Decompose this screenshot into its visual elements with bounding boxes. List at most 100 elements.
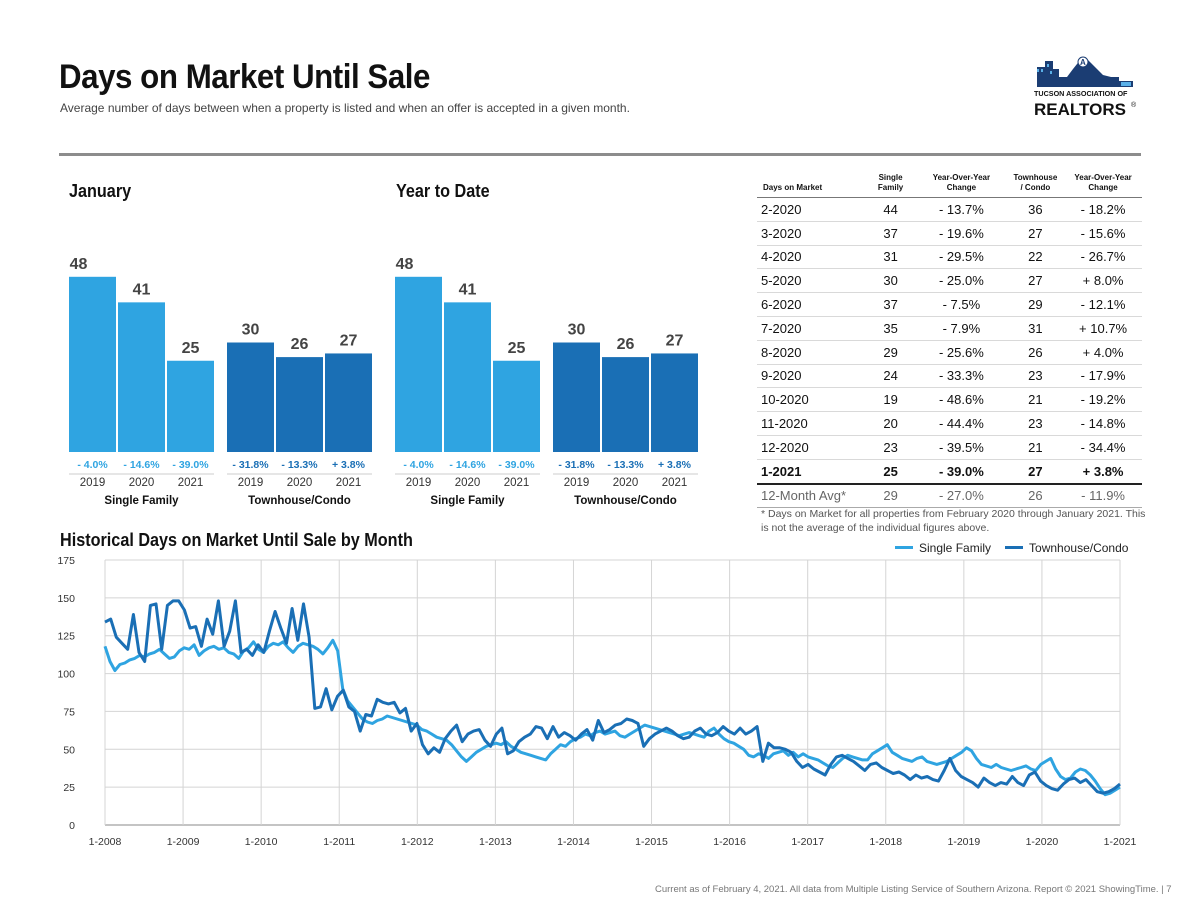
legend-label: Single Family xyxy=(919,540,992,555)
table-cell: 5-2020 xyxy=(757,268,865,294)
bar-value-label: 25 xyxy=(182,340,200,357)
table-cell: - 25.0% xyxy=(916,268,1007,294)
table-cell: - 39.0% xyxy=(916,459,1007,485)
table-cell: 6-2020 xyxy=(757,292,865,317)
historical-line-chart: 0 25 50 75 100 125 150 175 1-2008 1-2009 1-2010 1-2… xyxy=(57,555,1136,848)
january-bar-chart: 48 - 4.0% 2019 41 - 14.6% 2020 25 - 39.0% 2021 Si… xyxy=(69,256,372,507)
x-tick-label: 1-2017 xyxy=(791,836,824,848)
table-cell: + 4.0% xyxy=(1064,340,1142,365)
svg-text:®: ® xyxy=(1131,101,1137,109)
bar xyxy=(444,302,491,452)
january-title: January xyxy=(69,181,132,201)
table-cell: 26 xyxy=(1006,483,1065,509)
legend-item: Single Family xyxy=(895,541,991,555)
page-title: Days on Market Until Sale xyxy=(59,58,430,96)
table-footnote: * Days on Market for all properties from… xyxy=(761,508,1146,534)
header-yoy-townhouse: Year-Over-Year Change xyxy=(1064,173,1142,198)
y-tick-label: 150 xyxy=(57,593,75,605)
group-label: Townhouse/Condo xyxy=(248,495,351,507)
change-label: - 31.8% xyxy=(232,459,269,471)
y-tick-label: 125 xyxy=(57,631,75,643)
table-cell: - 33.3% xyxy=(916,364,1007,389)
table-cell: + 8.0% xyxy=(1064,268,1142,294)
group-label: Single Family xyxy=(104,495,179,507)
page-subtitle: Average number of days between when a pr… xyxy=(60,101,630,115)
table-cell: - 13.7% xyxy=(916,197,1007,222)
bar-value-label: 26 xyxy=(617,336,635,353)
bar-value-label: 30 xyxy=(242,322,260,339)
bar-value-label: 41 xyxy=(459,281,477,298)
bar xyxy=(118,302,165,452)
bar-value-label: 48 xyxy=(70,256,88,273)
table-cell: - 15.6% xyxy=(1064,221,1142,246)
year-tick-label: 2019 xyxy=(564,477,590,489)
header-townhouse-text: Townhouse / Condo xyxy=(1013,173,1058,192)
bar-value-label: 41 xyxy=(133,281,151,298)
x-tick-label: 1-2008 xyxy=(89,836,122,848)
table-cell: - 12.1% xyxy=(1064,292,1142,317)
bar-value-label: 25 xyxy=(508,340,526,357)
year-tick-label: 2020 xyxy=(287,477,313,489)
table-cell: 30 xyxy=(864,268,917,294)
bar xyxy=(553,342,600,452)
table-cell: 37 xyxy=(864,292,917,317)
change-label: - 39.0% xyxy=(498,459,535,471)
change-label: - 14.6% xyxy=(449,459,486,471)
table-cell: - 25.6% xyxy=(916,340,1007,365)
skyline-icon: A TUCSON ASSOCIATION OF REALTORS ® xyxy=(1033,56,1137,119)
year-tick-label: 2021 xyxy=(336,477,362,489)
table-cell: 8-2020 xyxy=(757,340,865,365)
y-tick-label: 175 xyxy=(57,555,75,567)
table-cell: - 7.9% xyxy=(916,316,1007,341)
bar-value-label: 27 xyxy=(666,332,684,349)
table-row: 7-2020 35- 7.9% 31 + 10.7% xyxy=(757,316,1142,341)
table-row: 5-2020 30- 25.0% 27 + 8.0% xyxy=(757,268,1142,294)
year-tick-label: 2019 xyxy=(406,477,432,489)
table-cell: 9-2020 xyxy=(757,364,865,389)
table-cell: - 7.5% xyxy=(916,292,1007,317)
change-label: - 31.8% xyxy=(558,459,595,471)
tucson-realtors-logo: A TUCSON ASSOCIATION OF REALTORS ® xyxy=(1033,55,1141,121)
change-label: - 13.3% xyxy=(281,459,318,471)
year-tick-label: 2021 xyxy=(178,477,204,489)
y-tick-label: 50 xyxy=(63,744,75,756)
table-cell: 27 xyxy=(1006,459,1065,485)
table-cell: 23 xyxy=(864,435,917,460)
header-yoy-townhouse-text: Year-Over-Year Change xyxy=(1074,173,1132,192)
table-cell: - 26.7% xyxy=(1064,245,1142,270)
x-tick-label: 1-2013 xyxy=(479,836,512,848)
table-row: 12-2020 23- 39.5% 21- 34.4% xyxy=(757,435,1142,460)
header-yoy-single-text: Year-Over-Year Change xyxy=(932,173,991,192)
header-days-on-market: Days on Market xyxy=(757,173,865,198)
table-row: 11-2020 20- 44.4% 23- 14.8% xyxy=(757,411,1142,436)
table-cell: - 34.4% xyxy=(1064,435,1142,460)
svg-text:TUCSON ASSOCIATION OF: TUCSON ASSOCIATION OF xyxy=(1034,89,1128,98)
x-tick-label: 1-2014 xyxy=(557,836,590,848)
svg-text:A: A xyxy=(1080,58,1086,67)
table-row-average: 12-Month Avg* 29- 27.0% 26- 11.9% xyxy=(757,483,1142,509)
table-cell: 11-2020 xyxy=(757,411,865,436)
x-tick-label: 1-2009 xyxy=(167,836,200,848)
table-cell: 27 xyxy=(1006,268,1065,294)
bar xyxy=(651,353,698,452)
year-tick-label: 2021 xyxy=(662,477,688,489)
table-cell: 3-2020 xyxy=(757,221,865,246)
bar xyxy=(602,357,649,452)
table-cell: 37 xyxy=(864,221,917,246)
legend-swatch xyxy=(1005,546,1024,549)
table-row-current: 1-2021 25- 39.0% 27 + 3.8% xyxy=(757,459,1142,485)
ytd-bar-chart: 48 - 4.0% 2019 41 - 14.6% 2020 25 - 39.0% 2021 Si… xyxy=(395,256,698,507)
table-row: 10-2020 19- 48.6% 21- 19.2% xyxy=(757,387,1142,413)
table-row: 4-2020 31- 29.5% 22- 26.7% xyxy=(757,245,1142,270)
group-label: Single Family xyxy=(430,495,505,507)
table-cell: - 19.6% xyxy=(916,221,1007,246)
table-cell: 12-Month Avg* xyxy=(757,483,865,509)
change-label: - 4.0% xyxy=(77,459,108,471)
bar xyxy=(276,357,323,452)
x-tick-label: 1-2011 xyxy=(323,836,355,848)
table-row: 2-2020 44- 13.7% 36- 18.2% xyxy=(757,197,1142,222)
bar-value-label: 30 xyxy=(568,322,586,339)
ytd-title: Year to Date xyxy=(396,181,490,201)
x-tick-label: 1-2019 xyxy=(947,836,980,848)
table-cell: 25 xyxy=(864,459,917,485)
